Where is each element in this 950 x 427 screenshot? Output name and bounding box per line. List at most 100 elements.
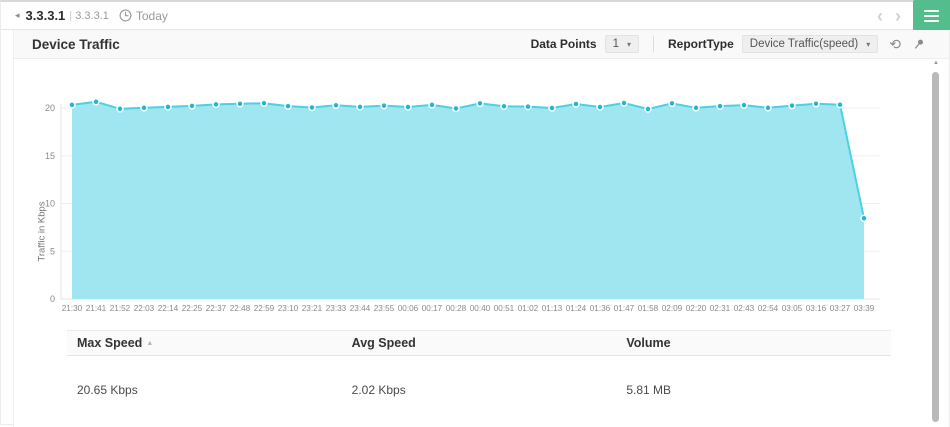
report-type-dropdown[interactable]: Device Traffic(speed) ▾ [741,35,879,53]
data-point[interactable] [524,102,532,111]
data-point[interactable] [380,101,388,110]
data-point[interactable] [212,100,220,109]
volume-value: 5.81 MB [626,383,672,397]
traffic-summary-table: Max Speed ▲ Avg Speed Volume 20.65 Kbps 2… [67,330,891,397]
avg-speed-value: 2.02 Kbps [351,383,406,397]
data-points-dropdown[interactable]: 1 ▾ [604,35,639,53]
vertical-scrollbar[interactable]: ▲ [932,60,940,425]
x-tick-label: 02:43 [734,304,755,313]
data-point[interactable] [764,104,772,112]
data-points-value: 1 [612,38,619,50]
x-tick-label: 23:33 [326,304,347,313]
y-tick-label: 15 [45,151,55,161]
data-point[interactable] [260,99,268,107]
data-point[interactable] [332,101,340,110]
x-tick-label: 01:13 [542,304,563,313]
scrollbar-up-icon[interactable]: ▲ [933,60,939,66]
y-tick-label: 20 [45,103,55,113]
data-point[interactable] [812,99,820,108]
x-tick-label: 03:39 [854,304,875,313]
data-point[interactable] [140,104,148,112]
x-tick-label: 22:03 [134,304,155,313]
data-point[interactable] [788,101,796,110]
x-tick-label: 01:58 [638,304,659,313]
x-tick-label: 02:54 [758,304,779,313]
x-tick-label: 00:06 [398,304,419,313]
data-point[interactable] [92,98,100,106]
x-tick-label: 03:05 [782,304,803,313]
data-point[interactable] [644,105,652,113]
data-point[interactable] [572,100,580,108]
hamburger-menu-button[interactable] [913,0,950,31]
data-point[interactable] [836,100,844,109]
x-tick-label: 03:27 [830,304,851,313]
x-tick-label: 00:17 [422,304,443,313]
divider [653,36,654,52]
x-tick-label: 22:14 [158,304,179,313]
x-tick-label: 00:51 [494,304,515,313]
data-point[interactable] [356,103,364,111]
column-header-avg-speed[interactable]: Avg Speed [351,336,416,350]
y-tick-label: 0 [50,294,55,304]
x-tick-label: 23:21 [302,304,323,313]
data-point[interactable] [500,102,508,111]
x-tick-label: 21:41 [86,304,107,313]
data-point[interactable] [716,102,724,110]
x-tick-label: 01:24 [566,304,587,313]
x-tick-label: 01:36 [590,304,611,313]
y-axis-label: Traffic in Kbps [36,201,48,262]
back-chevron-icon[interactable]: ◂ [15,10,20,20]
time-period-selector[interactable]: Today [119,9,168,23]
data-point[interactable] [404,103,412,111]
data-point[interactable] [428,101,436,109]
x-tick-label: 02:20 [686,304,707,313]
data-point[interactable] [236,100,244,108]
chevron-down-icon: ▾ [866,39,871,49]
x-tick-label: 23:55 [374,304,395,313]
data-point[interactable] [308,103,316,112]
breadcrumb-device-sub: 3.3.3.1 [69,10,109,22]
data-point[interactable] [188,102,196,110]
data-point[interactable] [620,99,628,107]
refresh-icon[interactable]: ⟲ [889,36,901,52]
data-point[interactable] [68,101,76,109]
x-tick-label: 00:40 [470,304,491,313]
traffic-chart-area: Traffic in Kbps 0 5 10 15 20 21:30 21:41 21:52 2… [14,60,934,322]
data-point[interactable] [668,99,676,108]
data-point[interactable] [692,104,700,112]
breadcrumb-bar: ◂ 3.3.3.1 3.3.3.1 Today ‹ › [1,0,950,31]
x-tick-label: 22:37 [206,304,227,313]
x-tick-label: 21:30 [62,304,83,313]
data-point[interactable] [548,104,556,112]
table-header-row: Max Speed ▲ Avg Speed Volume [67,330,891,356]
x-tick-label: 22:25 [182,304,203,313]
hamburger-menu-icon [924,9,939,12]
column-header-max-speed[interactable]: Max Speed ▲ [77,336,154,350]
x-tick-label: 22:59 [254,304,275,313]
x-tick-label: 03:16 [806,304,827,313]
data-point[interactable] [596,103,604,111]
x-tick-label: 23:44 [350,304,371,313]
chevron-down-icon: ▾ [626,39,631,49]
data-point[interactable] [860,214,868,223]
data-points-label: Data Points [530,37,597,51]
breadcrumb-device-name: 3.3.3.1 [25,8,66,23]
data-point[interactable] [476,99,484,108]
x-tick-label: 02:31 [710,304,731,313]
column-header-volume[interactable]: Volume [626,336,671,350]
chevron-left-icon[interactable]: ‹ [877,6,883,26]
device-traffic-widget: Device Traffic Data Points 1 ▾ ReportTyp… [13,30,950,427]
widget-header: Device Traffic Data Points 1 ▾ ReportTyp… [14,30,949,59]
data-point[interactable] [116,105,124,113]
chevron-right-icon[interactable]: › [895,6,901,26]
time-period-label: Today [135,8,168,23]
data-point[interactable] [164,103,172,111]
clock-icon [119,9,132,22]
pin-icon[interactable] [909,35,927,53]
y-tick-label: 5 [50,246,55,256]
data-point[interactable] [740,101,748,109]
data-point[interactable] [284,102,292,110]
data-point[interactable] [452,104,460,113]
scrollbar-thumb[interactable] [932,72,939,422]
